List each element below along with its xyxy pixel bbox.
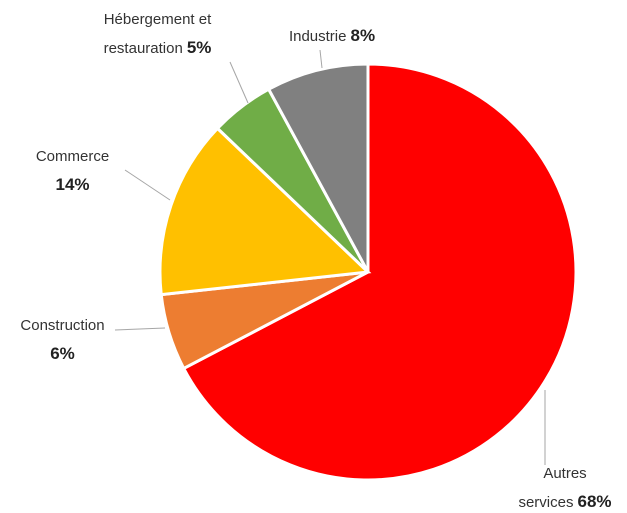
slice [266, 62, 370, 273]
value-label: 8% [350, 26, 376, 45]
leader-line [229, 61, 249, 104]
slice-label: Construction 6% [0, 312, 125, 368]
slice [158, 126, 372, 297]
category-name: Hébergement et restauration [103, 11, 212, 57]
category-name: Commerce [35, 148, 110, 165]
slice-label: Autres services 68% [500, 460, 627, 513]
slice-label: Industrie 8% [262, 22, 402, 51]
slices [158, 62, 578, 482]
slice-label: Hébergement et restauration 5% [75, 6, 240, 63]
value-label: 5% [186, 38, 212, 57]
category-name: Industrie [288, 28, 347, 45]
category-name: Construction [20, 317, 105, 334]
leader-line [124, 169, 171, 201]
value-label: 14% [55, 175, 90, 194]
slice-label: Commerce 14% [10, 143, 135, 199]
value-label: 68% [577, 492, 612, 511]
value-label: 6% [50, 344, 75, 363]
leader-line [114, 327, 166, 331]
leader-line [319, 49, 323, 69]
category-name: Autres services [518, 465, 587, 511]
slice [181, 62, 578, 482]
